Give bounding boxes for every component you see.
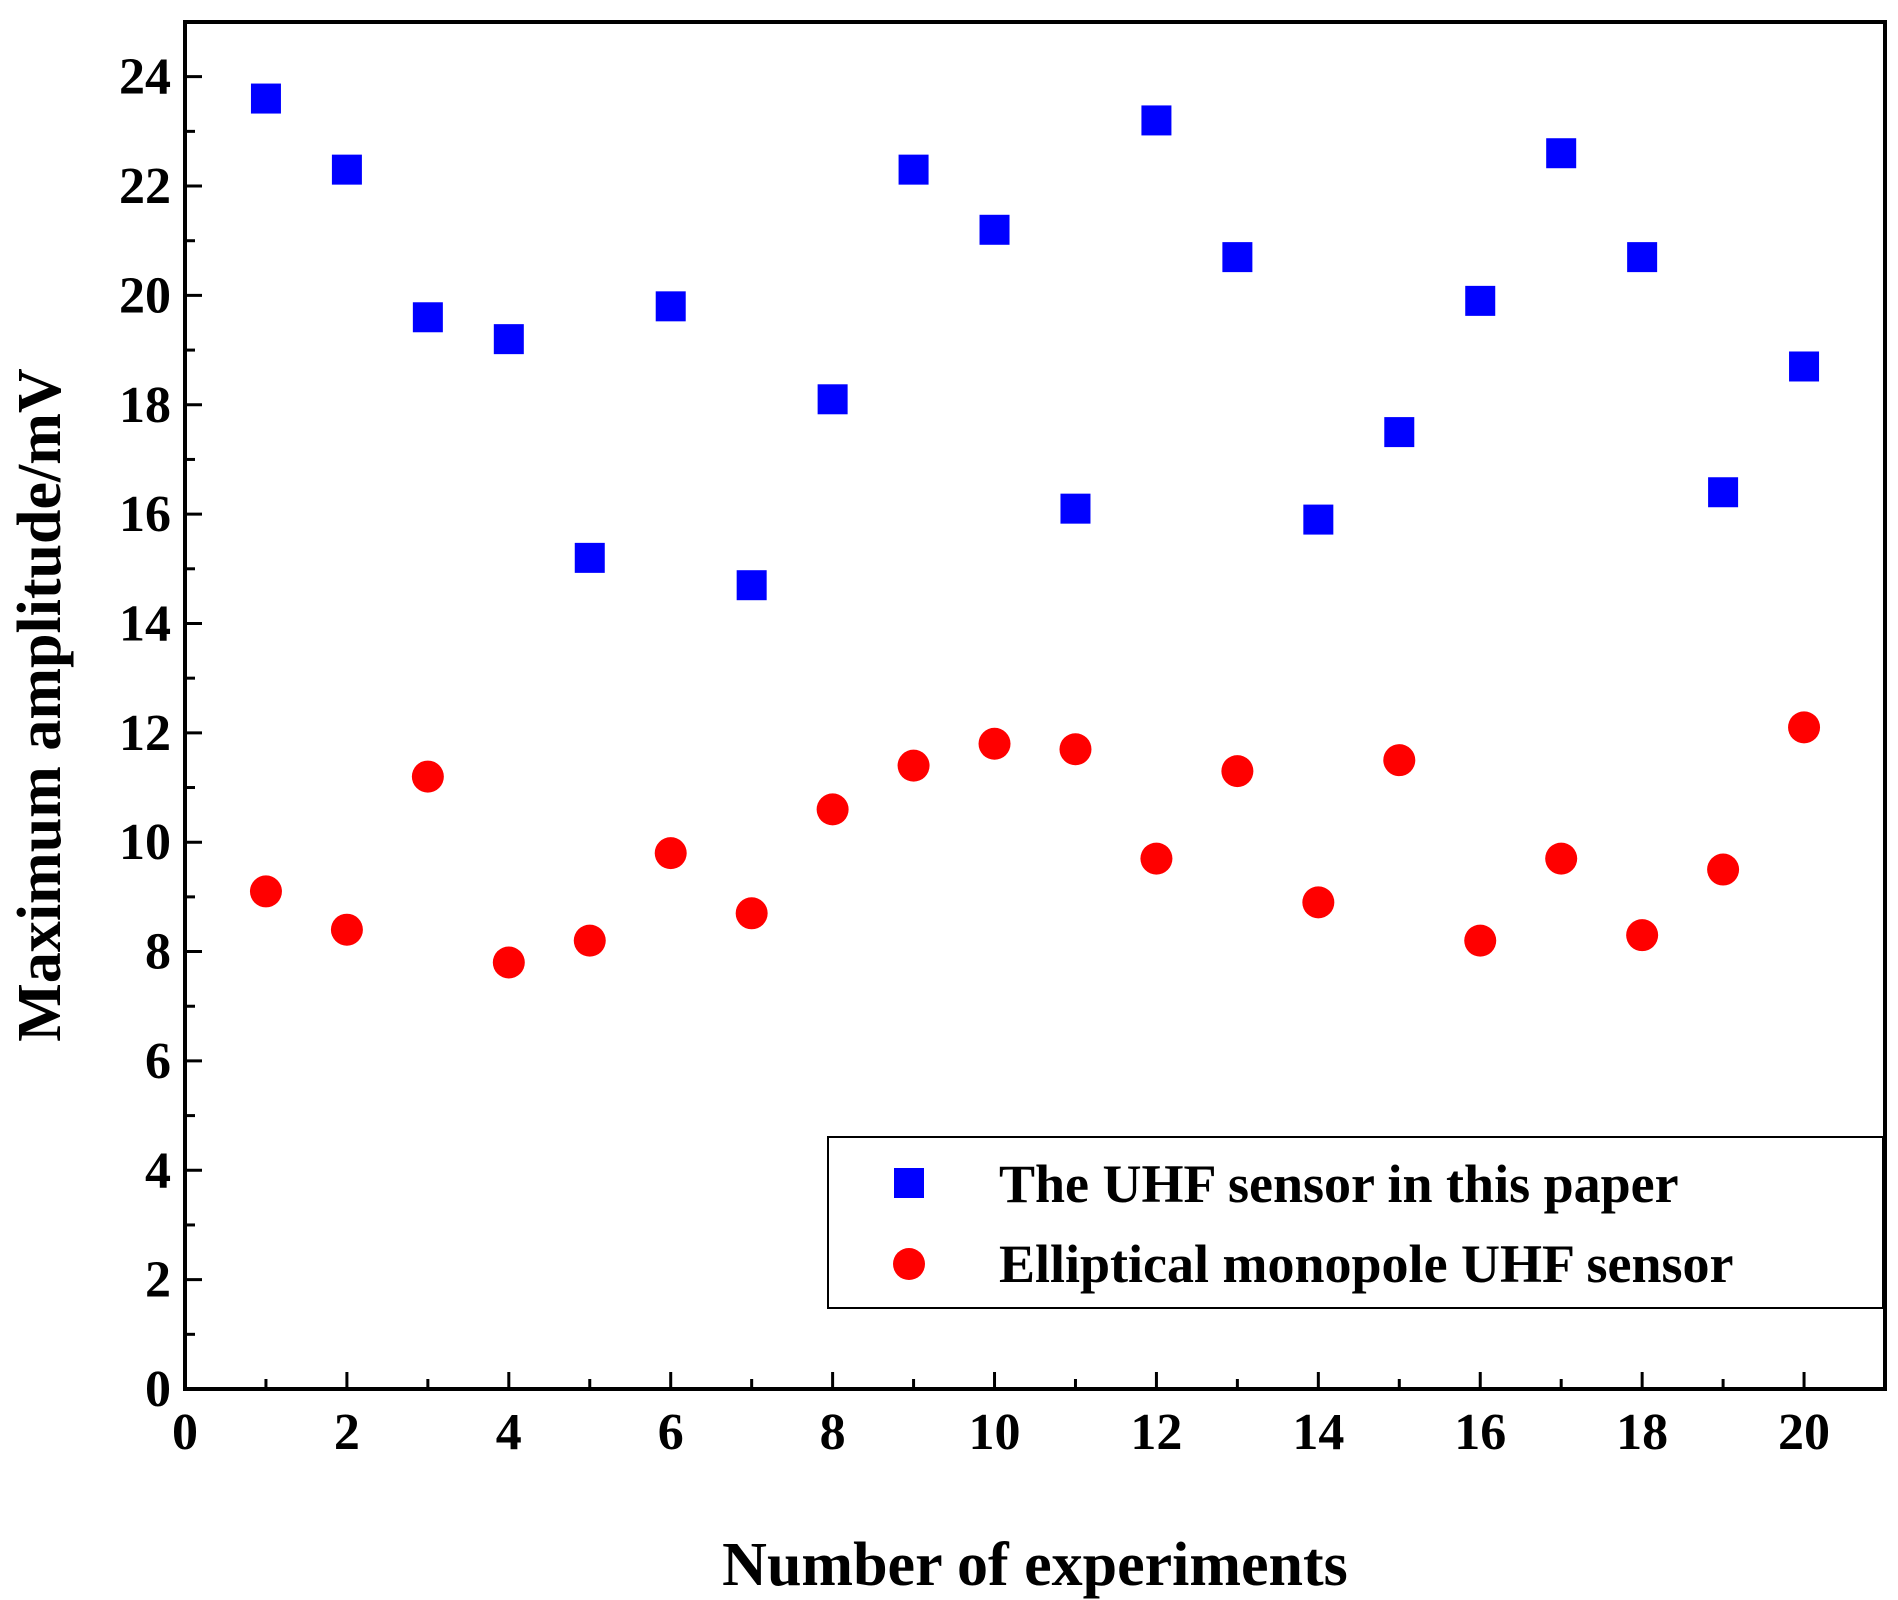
- x-tick-label: 4: [496, 1404, 522, 1461]
- data-point-square: [1222, 242, 1253, 273]
- x-tick-label: 8: [820, 1404, 846, 1461]
- data-point-square: [817, 384, 848, 415]
- data-point-square: [331, 154, 362, 185]
- legend-marker-square: [894, 1168, 924, 1198]
- data-point-square: [574, 542, 605, 573]
- data-point-circle: [249, 875, 282, 908]
- data-point-circle: [1464, 924, 1497, 957]
- y-tick-label: 14: [119, 595, 171, 652]
- data-point-square: [1303, 504, 1334, 535]
- y-tick-label: 18: [119, 377, 171, 434]
- data-point-square: [1384, 417, 1415, 448]
- x-tick-label: 14: [1292, 1404, 1344, 1461]
- data-point-circle: [735, 897, 768, 930]
- y-tick-label: 24: [119, 49, 171, 106]
- data-point-circle: [897, 749, 930, 782]
- data-point-square: [1060, 493, 1091, 524]
- y-axis-title: Maximum amplitude/mV: [6, 368, 74, 1042]
- x-tick-label: 10: [969, 1404, 1021, 1461]
- data-point-circle: [1545, 842, 1578, 875]
- data-point-square: [412, 302, 443, 333]
- data-point-square: [1141, 105, 1172, 136]
- y-tick-label: 12: [119, 705, 171, 762]
- data-point-square: [1789, 351, 1820, 382]
- data-point-circle: [978, 727, 1011, 760]
- data-point-square: [1465, 285, 1496, 316]
- data-point-square: [1627, 242, 1658, 273]
- data-point-circle: [330, 913, 363, 946]
- data-point-square: [655, 291, 686, 322]
- legend-label-uhf-sensor: The UHF sensor in this paper: [999, 1154, 1679, 1214]
- x-tick-label: 20: [1778, 1404, 1830, 1461]
- y-tick-label: 10: [119, 814, 171, 871]
- data-point-circle: [654, 837, 687, 870]
- x-tick-label: 18: [1616, 1404, 1668, 1461]
- y-tick-label: 20: [119, 267, 171, 324]
- data-point-square: [1708, 477, 1739, 508]
- data-point-circle: [1707, 853, 1740, 886]
- plot-frame: [183, 20, 1887, 1391]
- data-point-circle: [1221, 755, 1254, 788]
- data-point-square: [736, 570, 767, 601]
- data-point-circle: [1059, 733, 1092, 766]
- x-tick-label: 16: [1454, 1404, 1506, 1461]
- data-point-circle: [1383, 744, 1416, 777]
- data-point-circle: [1302, 886, 1335, 919]
- y-tick-label: 6: [145, 1033, 171, 1090]
- x-tick-label: 2: [334, 1404, 360, 1461]
- data-point-circle: [1626, 919, 1659, 952]
- x-axis-title: Number of experiments: [722, 1531, 1348, 1599]
- x-axis: 0 2 4 6 8 10 12 14 16 18 20: [172, 1372, 1830, 1461]
- data-point-circle: [1788, 711, 1821, 744]
- y-tick-label: 16: [119, 486, 171, 543]
- y-tick-label: 22: [119, 158, 171, 215]
- data-point-square: [250, 83, 281, 114]
- data-point-circle: [411, 760, 444, 793]
- data-point-circle: [816, 793, 849, 826]
- data-point-square: [979, 214, 1010, 245]
- legend: The UHF sensor in this paper Elliptical …: [827, 1136, 1884, 1309]
- legend-box: [827, 1136, 1884, 1309]
- y-tick-label: 4: [145, 1142, 171, 1199]
- data-point-circle: [573, 924, 606, 957]
- x-tick-label: 6: [658, 1404, 684, 1461]
- data-point-square: [493, 324, 524, 355]
- data-point-circle: [1140, 842, 1173, 875]
- legend-label-elliptical-sensor: Elliptical monopole UHF sensor: [999, 1234, 1734, 1294]
- x-tick-label: 12: [1130, 1404, 1182, 1461]
- x-tick-label: 0: [172, 1404, 198, 1461]
- y-tick-label: 8: [145, 924, 171, 981]
- data-point-circle: [492, 946, 525, 979]
- data-point-square: [898, 154, 929, 185]
- y-tick-label: 0: [145, 1361, 171, 1418]
- y-tick-label: 2: [145, 1252, 171, 1309]
- data-markers: [249, 83, 1821, 979]
- data-point-square: [1546, 138, 1577, 169]
- legend-marker-circle: [893, 1248, 925, 1280]
